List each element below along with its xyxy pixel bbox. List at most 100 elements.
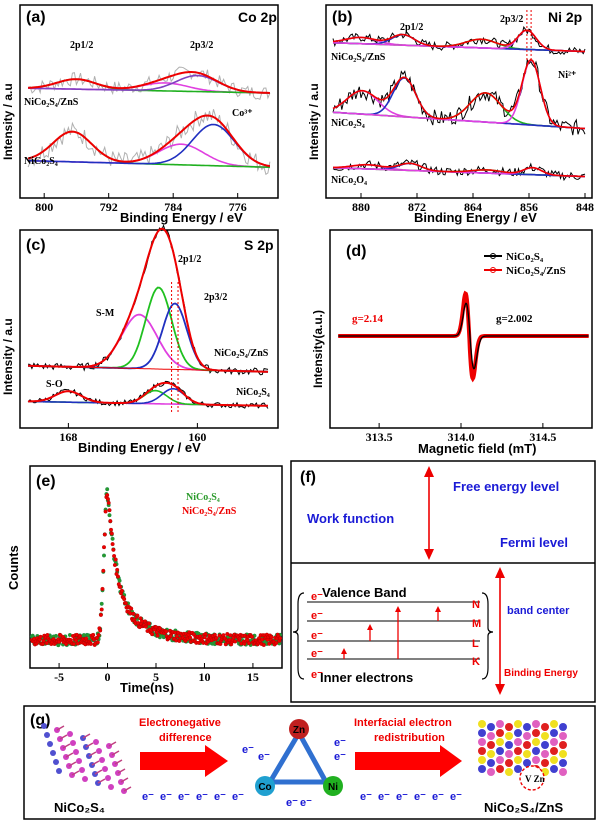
panel-g-right-atom: [478, 747, 486, 755]
panel-f-transition-head: [367, 624, 373, 630]
panel-a-label-co3: Co³⁺: [232, 108, 253, 119]
panel-a-peak2-1: [28, 123, 271, 167]
panel-f-electron: e⁻: [311, 648, 323, 660]
panel-g-atom-label: Ni: [328, 782, 338, 793]
panel-e-xtick-label: 10: [198, 670, 210, 684]
panel-b-title: Ni 2p: [548, 9, 582, 25]
panel-e-point: [129, 606, 134, 611]
panel-g-left-atom: [82, 776, 88, 782]
panel-c-xlabel: Binding Energy / eV: [78, 440, 201, 455]
panel-e-point: [221, 633, 226, 638]
panel-f-shell-K: K: [472, 656, 480, 668]
panel-e-point: [250, 634, 255, 639]
panel-g-right-atom: [478, 738, 486, 746]
panel-c-title: S 2p: [244, 237, 274, 253]
panel-g-electron: e⁻: [414, 791, 426, 803]
panel-f-letter: (f): [300, 469, 316, 486]
panel-g-right-atom: [514, 729, 522, 737]
panel-b-label-s1: NiCo₂S₄/ZnS: [331, 52, 386, 63]
panel-f-free-energy: Free energy level: [453, 479, 559, 494]
panel-e-point: [102, 532, 107, 537]
panel-g-left-bond: [59, 734, 68, 740]
panel-c-label-so: S-O: [46, 379, 63, 390]
panel-g-arrow2-line2: redistribution: [374, 732, 445, 744]
panel-g-left-bond: [91, 760, 100, 766]
panel-b: (b) Ni 2p Binding Energy / eV Intensity …: [307, 4, 594, 225]
panel-g-left-atom: [73, 749, 79, 755]
panel-e-point: [212, 632, 217, 637]
panel-e-xtick-label: 0: [105, 670, 111, 684]
panel-e-point: [105, 497, 110, 502]
panel-g-arrow1-line1: Electronegative: [139, 717, 221, 729]
panel-g-left-atom: [67, 731, 73, 737]
panel-f-binding-arrow-head-up: [495, 567, 505, 578]
panel-g-right-atom: [541, 750, 549, 758]
panel-g-atom-Zn: [289, 719, 309, 739]
panel-c: (c) S 2p Binding Energy / eV Intensity /…: [1, 224, 279, 455]
panel-c-ylabel: Intensity / a.u: [1, 318, 15, 395]
panel-b-fit-1: [332, 58, 586, 130]
panel-a: (a) Co 2p Binding Energy / eV Intensity …: [1, 4, 279, 225]
panel-b-label-ni2: Ni²⁺: [558, 70, 576, 81]
panel-g-right-label: NiCo₂S₄/ZnS: [484, 800, 563, 815]
panel-e-point: [99, 607, 104, 612]
panel-b-label-s2: NiCo₂S₄: [331, 118, 365, 129]
panel-f-binding-arrow-head-down: [495, 684, 505, 695]
panel-g-left-bond: [68, 761, 77, 767]
panel-b-raw-1: [332, 57, 586, 136]
panel-d-xtick-label: 313.5: [366, 430, 393, 444]
panel-g-right-atom: [532, 720, 540, 728]
panel-g-right-atom: [487, 750, 495, 758]
panel-e-point: [96, 633, 101, 638]
panel-e-point: [115, 567, 120, 572]
panel-f-electron: e⁻: [311, 591, 323, 603]
panel-g-right-atom: [478, 756, 486, 764]
panel-e-point: [110, 536, 115, 541]
panel-e-point: [98, 628, 103, 633]
panel-f-electron: e⁻: [311, 630, 323, 642]
panel-a-label-2p32: 2p3/2: [190, 40, 213, 51]
panel-c-xtick-label: 168: [59, 430, 77, 444]
panel-a-fit-0: [28, 71, 270, 94]
panel-g-atom-label: Co: [258, 782, 271, 793]
panel-e-point: [95, 640, 100, 645]
panel-a-label-s2: NiCo₂S₄: [24, 156, 58, 167]
panel-g-right-atom: [505, 723, 513, 731]
panel-a-ylabel: Intensity / a.u: [1, 83, 15, 160]
panel-c-2p12: [28, 286, 269, 373]
panel-g-electron: e⁻: [396, 791, 408, 803]
panel-g-right-atom: [496, 720, 504, 728]
panel-f-frame: [290, 460, 596, 703]
panel-e-point: [115, 574, 120, 579]
panel-g-electron: e⁻: [300, 797, 312, 809]
panel-e-point: [267, 641, 272, 646]
panel-e-point: [261, 643, 266, 648]
panel-e-point: [107, 513, 112, 518]
panel-e-point: [74, 638, 79, 643]
panel-f-work-function: Work function: [307, 511, 394, 526]
panel-e-legend-1: NiCo₂S₄: [186, 492, 220, 503]
panel-g-left-atom: [102, 766, 108, 772]
panel-d-g1: g=2.14: [352, 313, 384, 325]
panel-g-right-atom: [514, 720, 522, 728]
panel-e-letter: (e): [36, 473, 56, 490]
panel-e-xtick-label: 5: [153, 670, 159, 684]
panel-g-right-atom: [496, 747, 504, 755]
panel-b-frame: [325, 4, 593, 199]
panel-g-right-atom: [550, 765, 558, 773]
panel-e-point: [203, 632, 208, 637]
panel-e-point: [214, 636, 219, 641]
panel-g-right-atom: [523, 750, 531, 758]
panel-b-xtick-label: 880: [352, 200, 370, 214]
panel-e-point: [269, 635, 274, 640]
panel-f-work-arrow-head-up: [424, 466, 434, 477]
panel-g-arrow1-line2: difference: [159, 732, 212, 744]
panel-g-right-atom: [550, 729, 558, 737]
panel-b-fit-2: [333, 162, 586, 178]
panel-b-raw-2: [332, 159, 586, 182]
panel-g-left-bond: [85, 742, 94, 748]
panel-g-zn-vacancy: [519, 765, 545, 791]
panel-g-left-atom: [79, 767, 85, 773]
panel-g-left-atom: [108, 784, 114, 790]
panel-f-valence: Valence Band: [322, 585, 407, 600]
